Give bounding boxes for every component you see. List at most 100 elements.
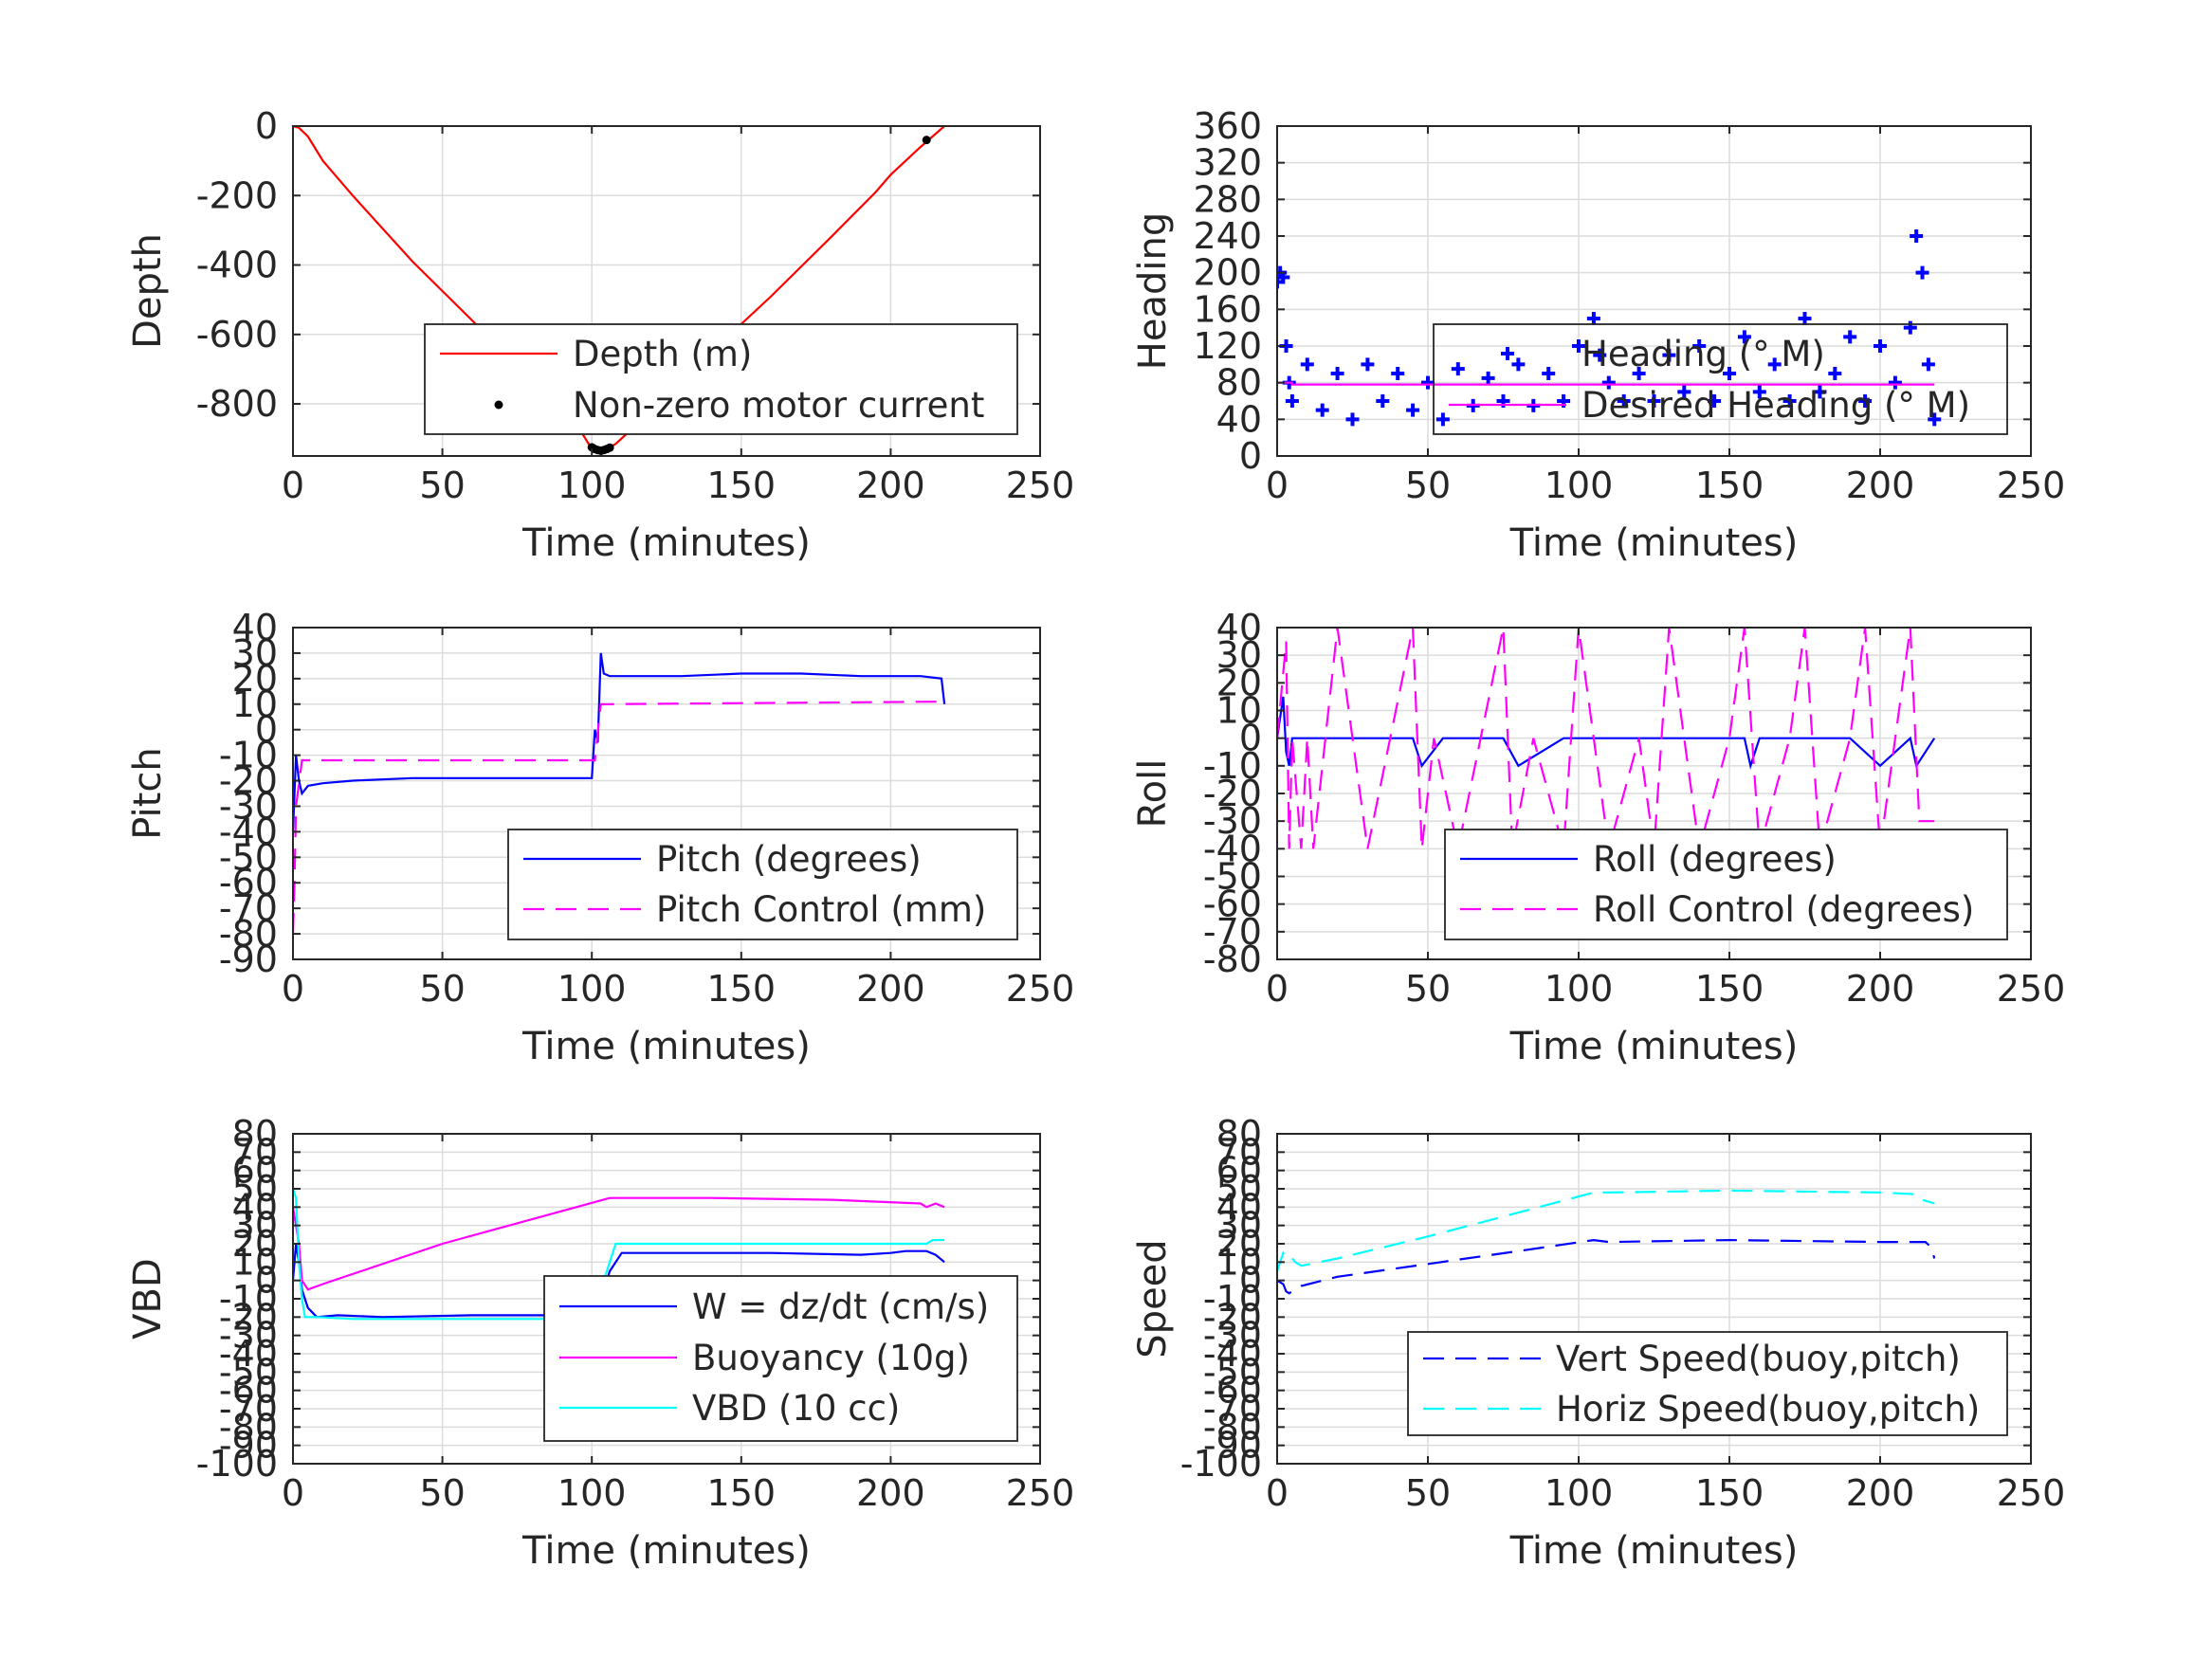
- y-tick-label: -20: [1203, 1296, 1262, 1338]
- x-tick-label: 250: [1006, 1472, 1075, 1514]
- y-tick-label: 0: [255, 709, 278, 751]
- legend: Depth (m) Non-zero motor current: [424, 323, 1018, 435]
- x-axis-label: Time (minutes): [521, 1529, 811, 1573]
- y-axis-label: Depth: [126, 233, 170, 349]
- x-tick-label: 0: [1266, 1472, 1289, 1514]
- series-group: [1277, 229, 1942, 427]
- y-tick-label: 200: [1193, 252, 1262, 294]
- data-point: [1828, 367, 1842, 380]
- y-tick-label: 0: [255, 105, 278, 147]
- x-tick-label: 200: [1846, 465, 1915, 506]
- y-tick-label: -60: [219, 862, 278, 903]
- legend-box: [1433, 323, 2008, 435]
- legend-label: Pitch Control (mm): [656, 889, 986, 930]
- legend: Heading (° M) Desired Heading (° M): [1433, 323, 2008, 435]
- y-tick-label: 360: [1193, 105, 1262, 147]
- y-tick-label: 0: [1239, 435, 1262, 477]
- y-tick-label: 0: [255, 1260, 278, 1302]
- y-tick-label: -50: [1203, 1351, 1262, 1393]
- data-point: [1647, 394, 1661, 408]
- x-tick-label: 100: [1545, 465, 1614, 506]
- legend-box: [424, 323, 1018, 435]
- x-tick-label: 0: [1266, 465, 1289, 506]
- axes-box: [292, 627, 1041, 960]
- y-tick-label: -30: [219, 1315, 278, 1357]
- y-tick-label: -50: [1203, 856, 1262, 898]
- y-tick-label: -90: [219, 939, 278, 980]
- legend-box: [1444, 829, 2008, 940]
- data-point: [1601, 375, 1616, 390]
- x-tick-label: 0: [282, 1472, 304, 1514]
- x-tick-label: 0: [282, 465, 304, 506]
- legend-label: Vert Speed(buoy,pitch): [1556, 1339, 1961, 1379]
- y-tick-label: 60: [1216, 1150, 1262, 1192]
- x-tick-label: 50: [419, 1472, 465, 1514]
- data-point: [1285, 394, 1299, 408]
- x-tick-label: 150: [707, 968, 777, 1010]
- y-tick-label: -30: [219, 785, 278, 827]
- y-tick-label: 10: [1216, 690, 1262, 732]
- data-point: [1798, 312, 1812, 325]
- legend: W = dz/dt (cm/s) Buoyancy (10g) VBD (10 cc…: [543, 1275, 1018, 1442]
- x-tick-label: 250: [1997, 1472, 2066, 1514]
- x-tick-label: 0: [1266, 968, 1289, 1010]
- y-tick-label: 60: [232, 1150, 278, 1192]
- data-point: [1692, 339, 1707, 353]
- x-axis-label: Time (minutes): [1509, 1529, 1799, 1573]
- y-tick-label: 80: [232, 1113, 278, 1155]
- x-tick-label: 250: [1997, 968, 2066, 1010]
- y-tick-label: -80: [219, 913, 278, 955]
- data-point: [1874, 339, 1887, 353]
- legend-label: Desired Heading (° M): [1581, 385, 1970, 426]
- x-tick-label: 50: [1405, 465, 1451, 506]
- y-tick-label: 20: [1216, 1223, 1262, 1265]
- y-axis-label: Speed: [1131, 1239, 1175, 1358]
- series-2-line: [1277, 381, 1935, 386]
- x-tick-label: 200: [856, 465, 925, 506]
- data-point: [1737, 330, 1751, 344]
- data-point: [1928, 412, 1942, 427]
- data-point: [1451, 362, 1465, 376]
- y-tick-label: -20: [219, 760, 278, 802]
- y-tick-label: -100: [1180, 1443, 1262, 1485]
- data-point: [1315, 403, 1329, 417]
- y-tick-label: -70: [1203, 1388, 1262, 1430]
- y-tick-label: -80: [1203, 1406, 1262, 1448]
- legend-swatch: [494, 400, 503, 410]
- y-tick-label: -70: [1203, 911, 1262, 953]
- data-point: [1572, 339, 1585, 353]
- y-tick-label: 30: [1216, 634, 1262, 676]
- y-axis-label: Pitch: [126, 747, 170, 839]
- x-tick-label: 50: [419, 968, 465, 1010]
- y-tick-label: 40: [232, 1186, 278, 1228]
- subplot-3: 0 50 100 150 200 250-90-80-70-60-50-40-30-20-…: [126, 607, 1074, 1068]
- y-tick-label: -10: [219, 1278, 278, 1320]
- y-tick-label: -10: [1203, 1278, 1262, 1320]
- y-axis-label: VBD: [126, 1258, 170, 1340]
- y-tick-label: -30: [1203, 1315, 1262, 1357]
- y-tick-label: -60: [1203, 1370, 1262, 1412]
- data-point: [1632, 367, 1646, 380]
- y-tick-label: 40: [1216, 1186, 1262, 1228]
- y-tick-label: 30: [232, 632, 278, 674]
- y-tick-label: 10: [232, 1241, 278, 1283]
- axes-box: [1276, 125, 2032, 457]
- y-tick-label: 80: [1216, 1113, 1262, 1155]
- y-tick-label: 40: [1216, 607, 1262, 648]
- y-tick-label: 30: [232, 1205, 278, 1247]
- y-tick-label: -40: [219, 811, 278, 852]
- series-2-line: [1277, 1189, 1935, 1272]
- legend: Vert Speed(buoy,pitch) Horiz Speed(buoy,p…: [1407, 1331, 2008, 1436]
- y-tick-label: 0: [1239, 718, 1262, 759]
- y-tick-label: 50: [232, 1168, 278, 1210]
- data-point: [1406, 403, 1420, 417]
- legend: Pitch (degrees) Pitch Control (mm): [507, 829, 1018, 940]
- series-1-line: [293, 652, 946, 832]
- x-tick-label: 100: [1545, 968, 1614, 1010]
- x-tick-label: 50: [1405, 968, 1451, 1010]
- x-tick-label: 200: [1846, 968, 1915, 1010]
- legend: Roll (degrees) Roll Control (degrees): [1444, 829, 2008, 940]
- x-axis-label: Time (minutes): [521, 521, 811, 565]
- x-tick-label: 150: [707, 465, 777, 506]
